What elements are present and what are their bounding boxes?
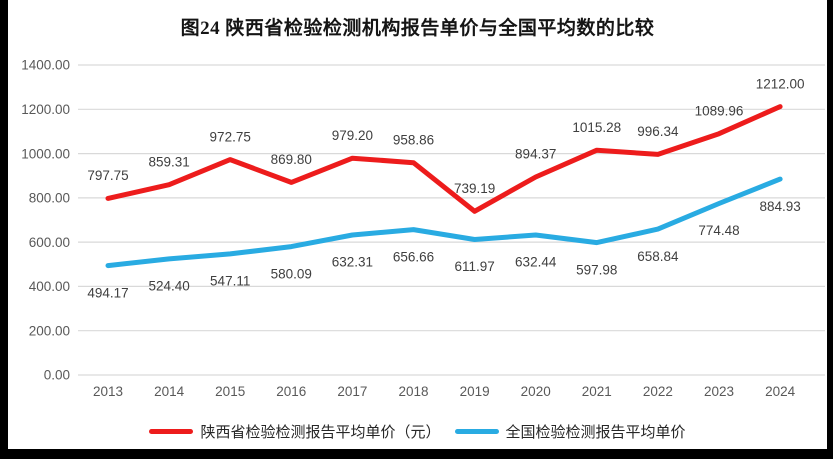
data-label: 632.44 <box>515 255 557 270</box>
x-axis-tick-label: 2024 <box>765 384 796 399</box>
data-label: 774.48 <box>698 223 739 238</box>
chart-title: 图24 陕西省检验检测机构报告单价与全国平均数的比较 <box>180 18 655 39</box>
data-label: 658.84 <box>637 249 679 264</box>
legend-red-line-swatch <box>149 428 194 434</box>
scan-border-left <box>0 0 8 459</box>
legend-item-national: 全国检验检测报告平均单价 <box>454 421 686 442</box>
scan-border-right <box>827 0 833 459</box>
data-label: 859.31 <box>148 154 189 169</box>
data-label: 494.17 <box>87 285 128 300</box>
y-axis-tick-label: 600.00 <box>29 235 70 250</box>
data-label: 797.75 <box>87 168 128 183</box>
data-label: 884.93 <box>759 199 800 214</box>
x-axis-tick-label: 2021 <box>582 384 612 399</box>
series-line <box>105 104 783 214</box>
x-axis-tick-label: 2019 <box>460 384 490 399</box>
data-label: 580.09 <box>271 266 312 281</box>
data-label: 611.97 <box>454 259 494 274</box>
legend-label-national: 全国检验检测报告平均单价 <box>505 423 686 441</box>
y-axis-tick-label: 1400.00 <box>21 58 70 73</box>
data-label: 524.40 <box>148 279 189 294</box>
y-axis-tick-label: 400.00 <box>29 279 70 294</box>
data-label: 979.20 <box>332 128 373 143</box>
data-label: 739.19 <box>454 181 495 196</box>
x-axis-tick-label: 2018 <box>398 384 428 399</box>
legend-item-shaanxi: 陕西省检验检测报告平均单价（元） <box>149 421 441 442</box>
data-label: 1015.28 <box>572 120 621 135</box>
data-label: 547.11 <box>210 274 250 289</box>
legend-label-shaanxi: 陕西省检验检测报告平均单价（元） <box>200 423 441 441</box>
data-label: 1212.00 <box>756 76 805 91</box>
legend-blue-line-swatch <box>454 428 499 434</box>
y-axis-tick-label: 1000.00 <box>21 146 70 161</box>
data-label: 972.75 <box>210 129 251 144</box>
x-axis-tick-label: 2017 <box>337 384 367 399</box>
y-axis-tick-label: 1200.00 <box>21 102 70 117</box>
y-axis-tick-label: 200.00 <box>29 323 70 338</box>
data-label: 1089.96 <box>695 103 744 118</box>
data-label: 894.37 <box>515 147 556 162</box>
data-label: 958.86 <box>393 132 434 147</box>
data-label: 996.34 <box>637 124 679 139</box>
x-axis-tick-label: 2015 <box>215 384 245 399</box>
series-line <box>105 176 783 269</box>
scan-border-bottom <box>0 449 833 459</box>
y-axis-tick-label: 800.00 <box>29 191 70 206</box>
x-axis-tick-label: 2020 <box>521 384 551 399</box>
data-label: 632.31 <box>332 255 373 270</box>
y-axis-tick-label: 0.00 <box>44 368 70 383</box>
data-label: 597.98 <box>576 262 617 277</box>
x-axis-tick-label: 2023 <box>704 384 734 399</box>
x-axis-tick-label: 2013 <box>93 384 123 399</box>
x-axis-tick-label: 2022 <box>643 384 673 399</box>
chart-legend: 陕西省检验检测报告平均单价（元） 全国检验检测报告平均单价 <box>8 418 827 444</box>
data-label: 869.80 <box>271 152 312 167</box>
x-axis-tick-label: 2014 <box>154 384 185 399</box>
x-axis-tick-label: 2016 <box>276 384 306 399</box>
data-label: 656.66 <box>393 249 434 264</box>
